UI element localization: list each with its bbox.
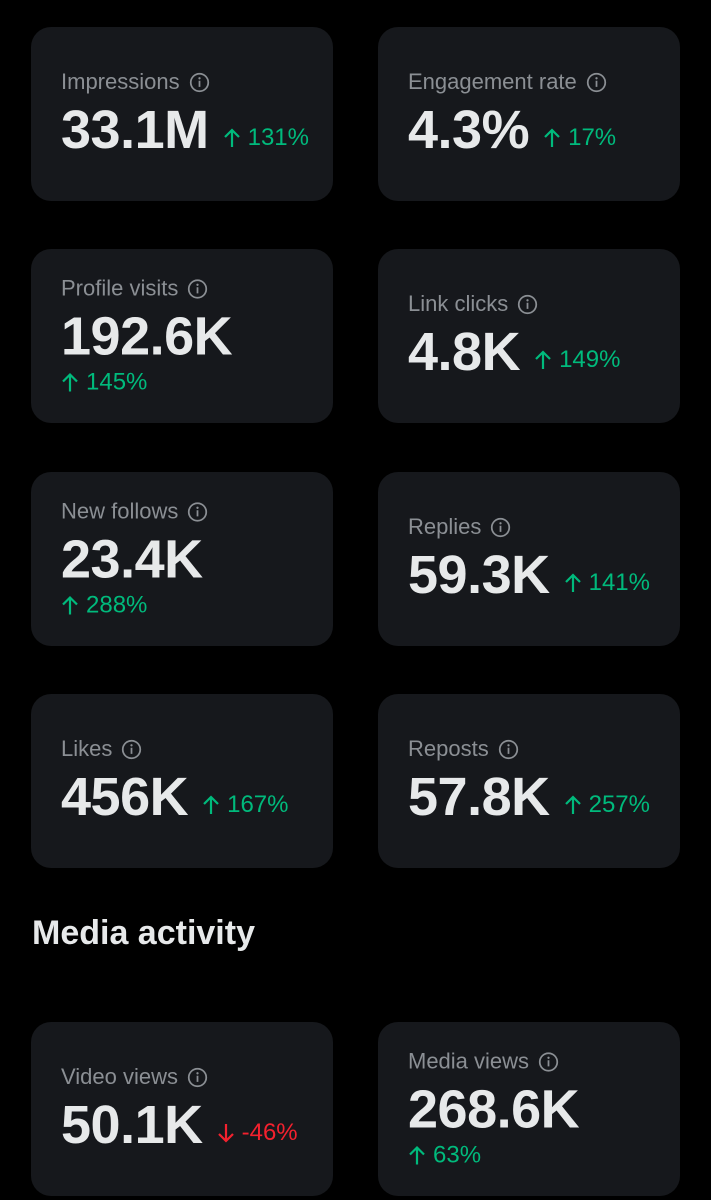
metric-label: Impressions — [61, 69, 180, 94]
metric-delta-value: 257% — [588, 791, 650, 818]
arrow-up-icon — [223, 128, 241, 148]
arrow-up-icon — [543, 128, 561, 148]
metric-value: 57.8K — [408, 767, 550, 827]
info-icon[interactable] — [586, 72, 607, 93]
metric-card-link-clicks[interactable]: Link clicks 4.8K 149% — [378, 249, 680, 423]
arrow-down-icon — [217, 1123, 235, 1143]
metric-value: 268.6K — [408, 1079, 580, 1140]
metric-label: Likes — [61, 736, 113, 761]
metric-label: Replies — [408, 514, 482, 539]
metric-card-engagement-rate[interactable]: Engagement rate 4.3% 17% — [378, 27, 680, 201]
info-icon[interactable] — [490, 517, 511, 538]
metric-delta-value: 167% — [227, 791, 289, 818]
metric-card-profile-visits[interactable]: Profile visits 192.6K 145% — [31, 249, 333, 423]
metric-delta: 167% — [202, 791, 288, 819]
metric-delta: 257% — [564, 791, 650, 819]
metric-delta: 145% — [61, 369, 147, 397]
metric-value: 4.3% — [408, 100, 530, 160]
metric-value: 50.1K — [61, 1095, 203, 1155]
metric-delta: -46% — [217, 1119, 298, 1147]
metric-label: Link clicks — [408, 291, 509, 316]
info-icon[interactable] — [517, 294, 538, 315]
metric-label: New follows — [61, 498, 179, 524]
arrow-up-icon — [202, 795, 220, 815]
arrow-up-icon — [408, 1145, 426, 1166]
metric-label: Profile visits — [61, 275, 179, 301]
metric-delta-value: 149% — [559, 346, 621, 373]
metric-value: 192.6K — [61, 306, 233, 367]
metric-value: 456K — [61, 767, 189, 827]
metric-delta-value: -46% — [241, 1119, 298, 1146]
metric-label: Video views — [61, 1064, 178, 1089]
metric-delta-value: 145% — [86, 368, 148, 396]
arrow-up-icon — [534, 350, 552, 370]
metric-value: 23.4K — [61, 529, 203, 590]
metric-card-new-follows[interactable]: New follows 23.4K 288% — [31, 472, 333, 646]
metric-card-video-views[interactable]: Video views 50.1K -46% — [31, 1022, 333, 1196]
arrow-up-icon — [564, 573, 582, 593]
metric-card-replies[interactable]: Replies 59.3K 141% — [378, 472, 680, 646]
info-icon[interactable] — [189, 72, 210, 93]
arrow-up-icon — [61, 372, 79, 393]
metric-card-media-views[interactable]: Media views 268.6K 63% — [378, 1022, 680, 1196]
info-icon[interactable] — [187, 278, 208, 299]
metric-card-impressions[interactable]: Impressions 33.1M 131% — [31, 27, 333, 201]
metric-delta-value: 63% — [433, 1141, 482, 1169]
metric-delta: 17% — [543, 124, 616, 152]
info-icon[interactable] — [498, 739, 519, 760]
metric-card-likes[interactable]: Likes 456K 167% — [31, 694, 333, 868]
metric-delta-value: 131% — [247, 124, 309, 151]
metric-value: 33.1M — [61, 100, 209, 160]
metric-delta: 141% — [564, 569, 650, 597]
metric-card-reposts[interactable]: Reposts 57.8K 257% — [378, 694, 680, 868]
metric-delta: 288% — [61, 592, 147, 620]
metric-delta-value: 288% — [86, 591, 148, 619]
info-icon[interactable] — [187, 1067, 208, 1088]
info-icon[interactable] — [187, 501, 208, 522]
info-icon[interactable] — [121, 739, 142, 760]
metric-label: Engagement rate — [408, 69, 577, 94]
arrow-up-icon — [564, 795, 582, 815]
metric-value: 59.3K — [408, 545, 550, 605]
metric-delta-value: 17% — [568, 124, 617, 151]
metric-delta: 63% — [408, 1142, 481, 1170]
arrow-up-icon — [61, 595, 79, 616]
metric-label: Reposts — [408, 736, 489, 761]
metric-label: Media views — [408, 1048, 530, 1074]
metric-delta: 131% — [223, 124, 309, 152]
metric-delta: 149% — [534, 346, 620, 374]
metric-value: 4.8K — [408, 322, 521, 382]
info-icon[interactable] — [538, 1051, 559, 1072]
section-title-media-activity: Media activity — [32, 914, 255, 952]
metric-delta-value: 141% — [588, 569, 650, 596]
